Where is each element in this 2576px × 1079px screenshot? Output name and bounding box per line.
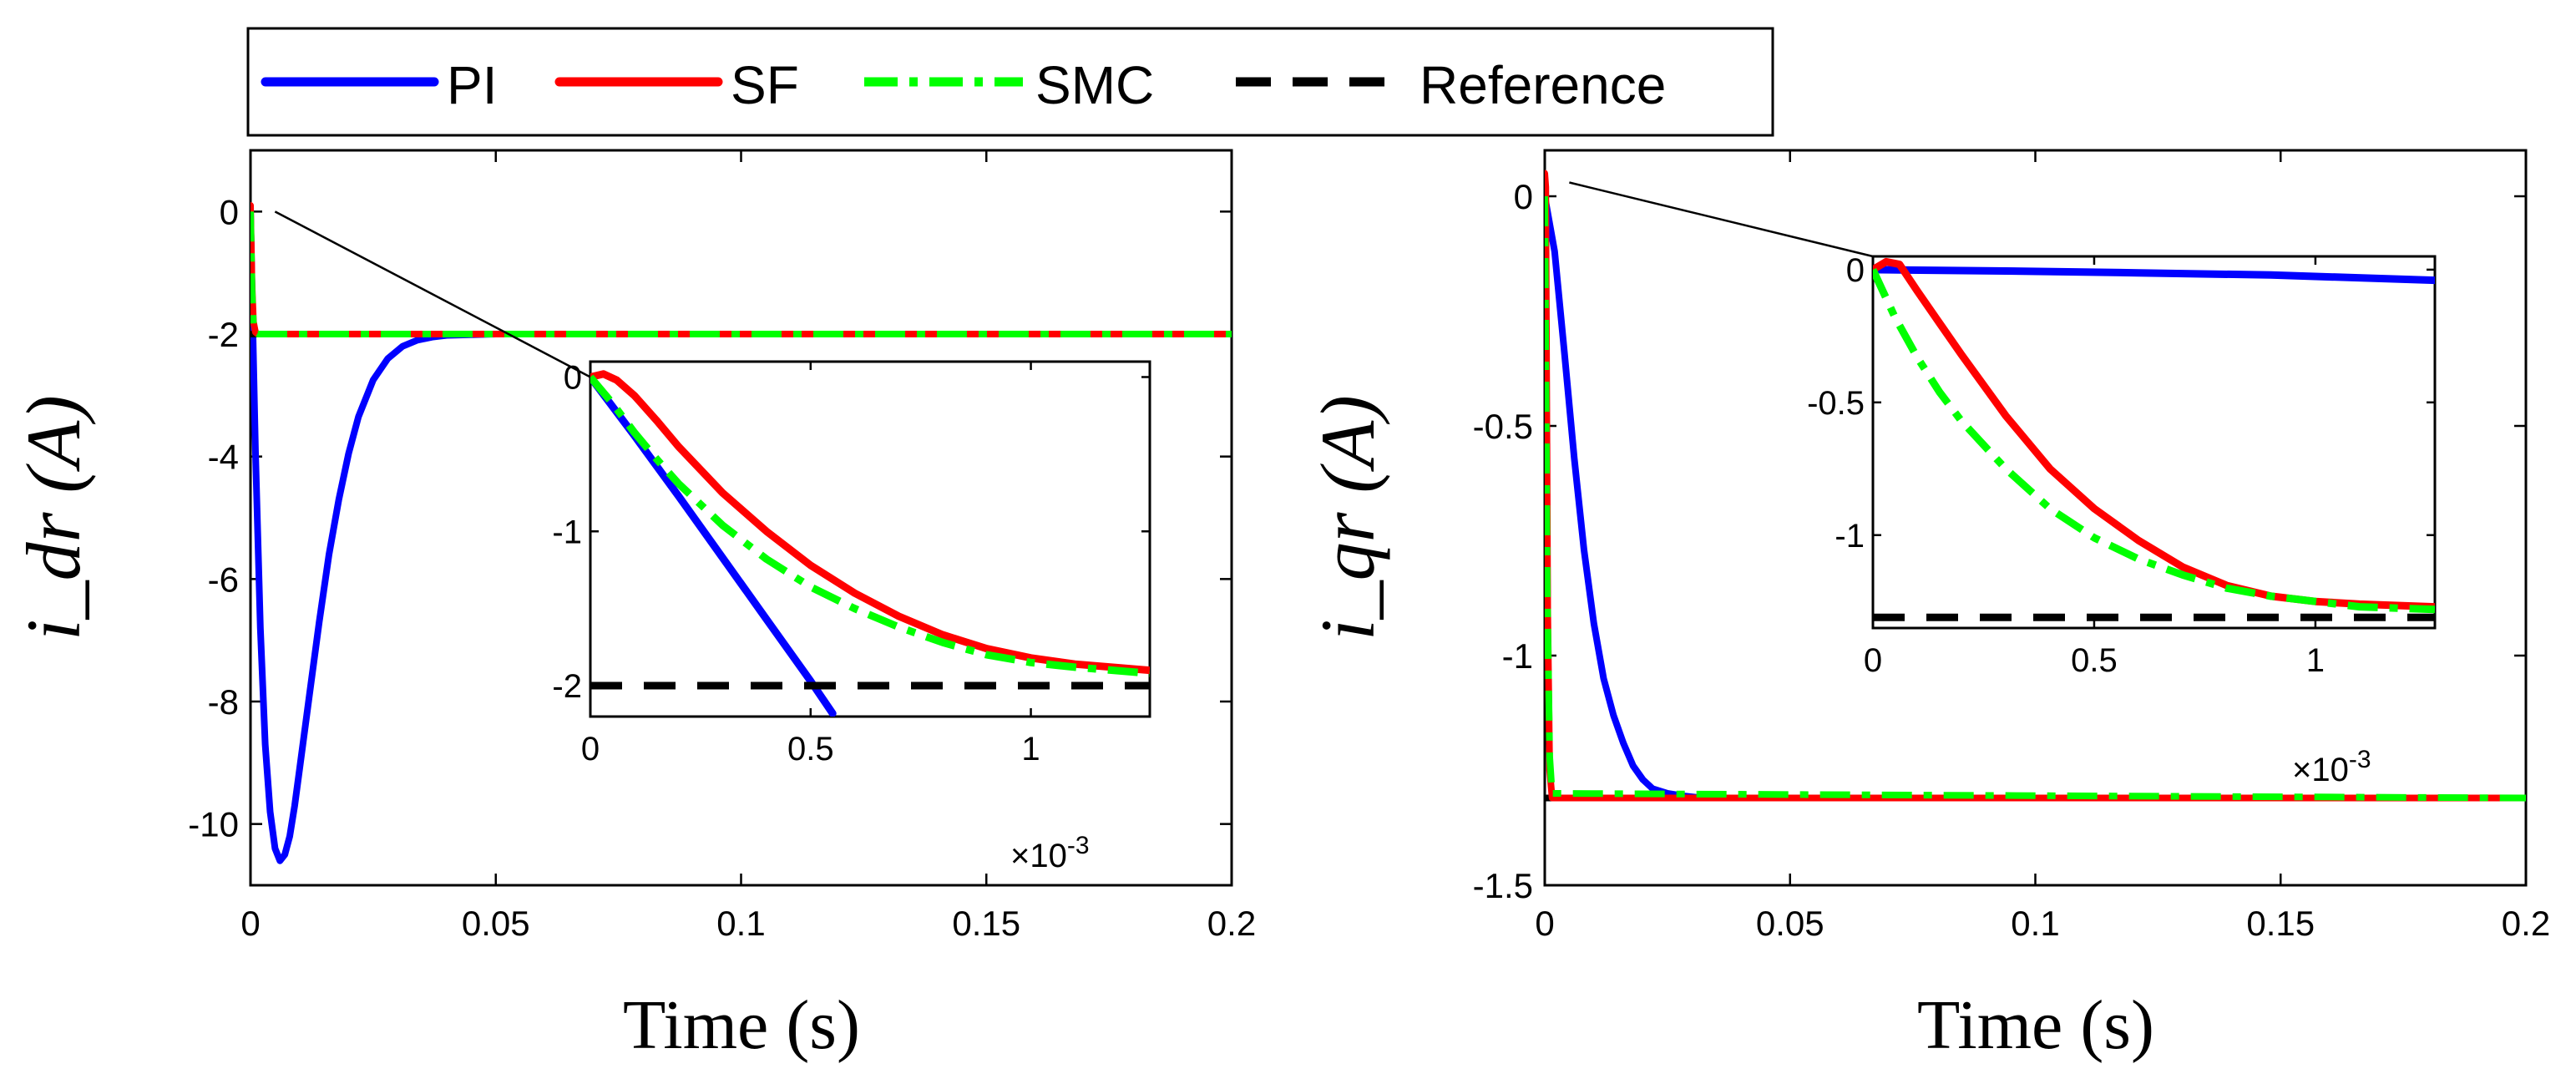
chart-idr-inset: 0 0.5 1 0 -1 -2 ×10-3 <box>552 359 1151 874</box>
legend-item-pi: PI <box>261 55 497 115</box>
chart-iqr-line-sf <box>1545 170 2526 802</box>
chart-iqr-inset-xtick-label: 0.5 <box>2071 642 2118 679</box>
legend-label-sf: SF <box>731 55 799 115</box>
chart-idr-inset-x-multiplier-base: ×10 <box>1010 838 1067 874</box>
chart-idr-ytick-label: 0 <box>220 192 239 231</box>
chart-idr-y-axis-label: i_dr (A) <box>11 395 96 641</box>
chart-iqr: 0 0.05 0.1 0.15 0.2 0 -0.5 -1 -1.5 Time … <box>1305 149 2550 1064</box>
chart-idr-ytick-label: -2 <box>208 315 239 354</box>
chart-idr-inset-ytick-label: 0 <box>564 359 582 396</box>
chart-iqr-inset-series <box>1873 257 2435 621</box>
chart-idr-inset-xtick-label: 0.5 <box>787 731 834 767</box>
chart-idr-ytick-label: -10 <box>188 805 239 844</box>
chart-idr-xtick-label: 0.2 <box>1207 904 1256 943</box>
chart-iqr-xtick-label: 0.05 <box>1756 904 1824 943</box>
legend: PI SF SMC Reference <box>246 27 1774 137</box>
chart-iqr-inset-xtick-label: 1 <box>2306 642 2325 679</box>
chart-idr-inset-xtick-labels: 0 0.5 1 <box>581 731 1040 767</box>
chart-iqr-ytick-label: -0.5 <box>1473 407 1533 446</box>
chart-idr-line-smc <box>251 211 1232 337</box>
legend-label-pi: PI <box>447 55 497 115</box>
chart-idr-inset-ytick-label: -2 <box>552 668 582 705</box>
legend-label-smc: SMC <box>1035 55 1154 115</box>
chart-idr-xtick-label: 0.15 <box>952 904 1020 943</box>
chart-idr-inset-xtick-label: 0 <box>581 731 600 767</box>
chart-iqr-inset-ytick-label: -0.5 <box>1807 385 1865 422</box>
chart-iqr-inset-ytick-label: 0 <box>1846 252 1865 289</box>
chart-iqr-inset-xtick-labels: 0 0.5 1 <box>1864 642 2325 679</box>
chart-idr-zoom-connector <box>274 210 591 378</box>
legend-label-reference: Reference <box>1420 55 1666 115</box>
chart-idr-inset-series <box>590 370 1150 717</box>
chart-iqr-xtick-labels: 0 0.05 0.1 0.15 0.2 <box>1535 904 2550 943</box>
chart-idr-inset-line-sf <box>590 370 1150 675</box>
chart-idr-ytick-label: -6 <box>208 560 239 599</box>
chart-iqr-inset: 0 0.5 1 0 -0.5 -1 ×10-3 <box>1807 252 2437 788</box>
chart-idr-xtick-labels: 0 0.05 0.1 0.15 0.2 <box>240 904 1256 943</box>
chart-iqr-ytick-label: -1 <box>1502 636 1533 676</box>
chart-idr-xtick-label: 0.05 <box>462 904 530 943</box>
chart-iqr-inset-line-smc <box>1873 268 2435 614</box>
chart-iqr-inset-ytick-label: -1 <box>1835 518 1865 555</box>
chart-iqr-zoom-connector <box>1569 181 1874 258</box>
chart-iqr-ytick-label: 0 <box>1514 177 1533 216</box>
chart-iqr-line-smc <box>1545 195 2526 802</box>
chart-iqr-xtick-label: 0.15 <box>2246 904 2315 943</box>
chart-iqr-x-axis-label: Time (s) <box>1917 986 2154 1064</box>
chart-iqr-inset-x-multiplier: ×10-3 <box>2292 746 2371 788</box>
chart-idr-xtick-label: 0 <box>240 904 260 943</box>
legend-item-smc: SMC <box>864 55 1154 115</box>
chart-iqr-inset-line-pi <box>1873 266 2435 285</box>
chart-iqr-inset-x-multiplier-base: ×10 <box>2292 752 2349 788</box>
chart-idr-inset-ytick-label: -1 <box>552 514 582 550</box>
chart-idr-inset-line-smc <box>590 374 1150 677</box>
chart-iqr-series <box>1545 170 2526 802</box>
chart-idr-inset-x-multiplier: ×10-3 <box>1010 832 1090 874</box>
chart-iqr-inset-x-multiplier-exp: -3 <box>2349 746 2371 773</box>
chart-iqr-xtick-label: 0.2 <box>2502 904 2550 943</box>
legend-item-sf: SF <box>554 55 799 115</box>
chart-iqr-inset-ytick-labels: 0 -0.5 -1 <box>1807 252 1865 555</box>
chart-idr-inset-xtick-label: 1 <box>1021 731 1040 767</box>
chart-iqr-y-axis-label: i_qr (A) <box>1305 395 1390 641</box>
chart-idr-line-sf <box>251 202 1232 337</box>
chart-iqr-xtick-label: 0.1 <box>2011 904 2059 943</box>
chart-idr-xtick-label: 0.1 <box>716 904 765 943</box>
chart-iqr-xtick-label: 0 <box>1535 904 1554 943</box>
chart-idr-ticks <box>249 150 1233 885</box>
chart-iqr-inset-xtick-label: 0 <box>1864 642 1882 679</box>
chart-idr-series <box>251 202 1232 864</box>
chart-idr-ytick-label: -4 <box>208 438 239 477</box>
chart-idr-ytick-label: -8 <box>208 682 239 722</box>
legend-item-reference: Reference <box>1236 55 1666 115</box>
chart-iqr-ytick-label: -1.5 <box>1473 866 1533 905</box>
chart-iqr-ytick-labels: 0 -0.5 -1 -1.5 <box>1473 177 1533 905</box>
chart-idr-inset-frame <box>589 360 1151 718</box>
chart-idr-inset-ytick-labels: 0 -1 -2 <box>552 359 582 705</box>
chart-idr: 0 0.05 0.1 0.15 0.2 0 -2 -4 -6 -8 -10 Ti… <box>11 149 1256 1064</box>
chart-idr-ytick-labels: 0 -2 -4 -6 -8 -10 <box>188 192 239 843</box>
chart-idr-inset-x-multiplier-exp: -3 <box>1067 832 1090 859</box>
chart-iqr-inset-frame <box>1871 255 2437 630</box>
chart-iqr-ticks <box>1543 150 2528 887</box>
chart-idr-x-axis-label: Time (s) <box>623 986 860 1064</box>
